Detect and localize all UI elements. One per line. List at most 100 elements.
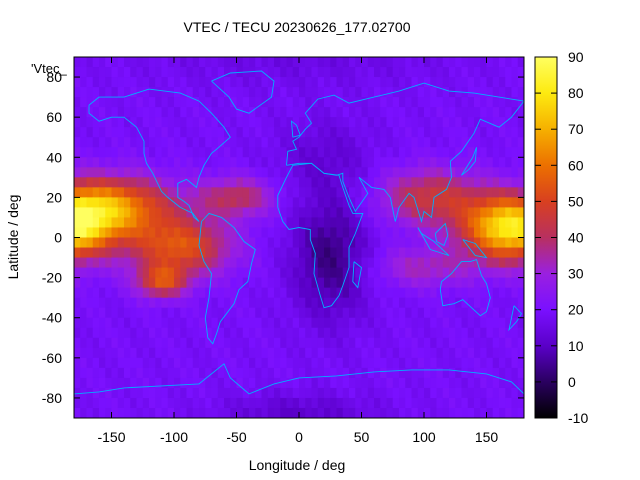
heatmap-cell	[386, 267, 394, 279]
heatmap-cell	[424, 127, 431, 138]
heatmap-cell	[111, 87, 119, 98]
heatmap-cell	[449, 97, 456, 108]
heatmap-cell	[136, 217, 144, 229]
heatmap-cell	[411, 307, 419, 319]
heatmap-cell	[455, 97, 463, 108]
heatmap-cell	[80, 217, 88, 229]
heatmap-cell	[142, 307, 150, 319]
heatmap-cell	[174, 247, 181, 259]
heatmap-cell	[280, 307, 288, 319]
heatmap-cell	[455, 327, 463, 339]
heatmap-cell	[449, 297, 456, 309]
heatmap-cell	[499, 167, 506, 178]
heatmap-cell	[317, 107, 325, 118]
heatmap-cell	[436, 277, 444, 289]
heatmap-cell	[424, 117, 431, 128]
heatmap-cell	[105, 237, 113, 249]
heatmap-cell	[105, 137, 113, 148]
heatmap-cell	[211, 157, 219, 168]
heatmap-cell	[136, 197, 144, 209]
heatmap-cell	[180, 67, 188, 78]
heatmap-cell	[455, 347, 463, 359]
heatmap-cell	[86, 137, 94, 148]
heatmap-cell	[330, 317, 338, 329]
heatmap-cell	[424, 167, 431, 178]
heatmap-cell	[86, 77, 94, 88]
heatmap-cell	[349, 167, 356, 178]
heatmap-cell	[511, 157, 519, 168]
heatmap-cell	[474, 317, 481, 329]
heatmap-cell	[380, 187, 388, 198]
heatmap-cell	[255, 97, 263, 108]
heatmap-cell	[167, 67, 175, 78]
heatmap-cell	[374, 267, 381, 279]
heatmap-cell	[492, 377, 500, 389]
coastline-uk	[290, 120, 301, 138]
heatmap-cell	[449, 357, 456, 369]
heatmap-cell	[492, 307, 500, 319]
heatmap-cell	[180, 167, 188, 178]
heatmap-cell	[449, 127, 456, 138]
heatmap-cell	[305, 87, 313, 98]
heatmap-cell	[224, 317, 231, 329]
heatmap-cell	[211, 297, 219, 309]
heatmap-cell	[249, 77, 256, 88]
heatmap-cell	[142, 137, 150, 148]
heatmap-cell	[80, 247, 88, 259]
heatmap-cell	[517, 197, 524, 209]
heatmap-cell	[511, 207, 519, 219]
heatmap-cell	[349, 397, 356, 409]
heatmap-cell	[455, 397, 463, 409]
heatmap-cell	[336, 77, 344, 88]
heatmap-cell	[511, 357, 519, 369]
heatmap-cell	[186, 117, 194, 128]
heatmap-cell	[130, 347, 138, 359]
heatmap-cell	[286, 377, 294, 389]
heatmap-cell	[386, 227, 394, 239]
heatmap-cell	[449, 247, 456, 259]
heatmap-cell	[74, 397, 81, 409]
heatmap-cell	[136, 327, 144, 339]
heatmap-cell	[111, 217, 119, 229]
heatmap-cell	[399, 247, 406, 259]
heatmap-cell	[305, 297, 313, 309]
heatmap-cell	[505, 397, 513, 409]
heatmap-cell	[261, 347, 269, 359]
heatmap-cell	[255, 157, 263, 168]
heatmap-cell	[155, 157, 163, 168]
heatmap-cell	[292, 307, 300, 319]
heatmap-cell	[180, 377, 188, 389]
heatmap-cell	[317, 237, 325, 249]
heatmap-cell	[199, 127, 206, 138]
heatmap-cell	[267, 237, 275, 249]
heatmap-cell	[474, 337, 481, 349]
heatmap-cell	[186, 137, 194, 148]
heatmap-cell	[217, 57, 225, 68]
heatmap-cell	[105, 317, 113, 329]
heatmap-cell	[499, 97, 506, 108]
heatmap-cell	[499, 347, 506, 359]
heatmap-cell	[386, 157, 394, 168]
heatmap-cell	[292, 317, 300, 329]
heatmap-cell	[267, 177, 275, 188]
heatmap-cell	[505, 387, 513, 399]
heatmap-cell	[174, 337, 181, 349]
heatmap-cell	[267, 67, 275, 78]
heatmap-cell	[449, 87, 456, 98]
heatmap-cell	[442, 117, 450, 128]
heatmap-cell	[492, 117, 500, 128]
heatmap-cell	[155, 77, 163, 88]
heatmap-cell	[505, 147, 513, 158]
heatmap-cell	[167, 167, 175, 178]
heatmap-cell	[167, 407, 175, 418]
heatmap-cell	[355, 297, 363, 309]
heatmap-cell	[455, 367, 463, 379]
heatmap-cell	[230, 127, 238, 138]
heatmap-cell	[242, 387, 250, 399]
y-tick-label: -60	[42, 350, 62, 366]
heatmap-cell	[424, 267, 431, 279]
heatmap-cell	[355, 197, 363, 209]
heatmap-cell	[349, 257, 356, 269]
heatmap-cell	[442, 127, 450, 138]
